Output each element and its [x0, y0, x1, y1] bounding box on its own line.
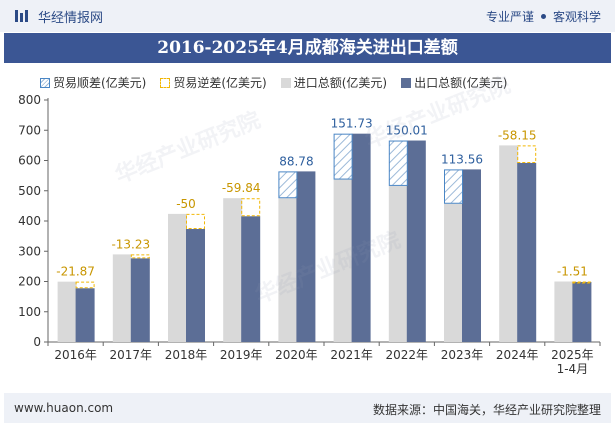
chart-legend: 贸易顺差(亿美元) 贸易逆差(亿美元) 进口总额(亿美元) 出口总额(亿美元) [40, 74, 522, 91]
legend-item-import: 进口总额(亿美元) [280, 74, 388, 91]
balance-label: 151.73 [331, 117, 373, 131]
y-tick-label: 800 [18, 93, 41, 107]
import-bar [57, 281, 77, 342]
deficit-box [75, 281, 95, 289]
export-bar [517, 162, 537, 342]
x-tick-label: 2018年 [165, 348, 208, 362]
balance-label: 113.56 [441, 152, 483, 166]
export-bar [351, 133, 371, 342]
y-tick-label: 500 [18, 184, 41, 198]
export-bar [572, 281, 592, 342]
brand: 华经情报网 [14, 8, 104, 26]
export-bar [130, 258, 150, 342]
balance-label: -21.87 [56, 265, 95, 279]
x-tick-label: 2020年 [275, 348, 318, 362]
export-bar [75, 288, 95, 342]
y-tick-label: 400 [18, 214, 41, 228]
footer-url: www.huaon.com [14, 401, 114, 415]
legend-export-swatch-icon [401, 77, 412, 88]
balance-label: -59.84 [222, 181, 261, 195]
x-tick-label: 2016年 [54, 348, 97, 362]
x-tick-label: 2025年 [551, 348, 594, 362]
x-tick-label: 2019年 [220, 348, 263, 362]
legend-export-label: 出口总额(亿美元) [414, 76, 508, 90]
import-bar [333, 179, 353, 342]
brand-name: 华经情报网 [38, 10, 104, 26]
footer-source: 数据来源：中国海关，华经产业研究院整理 [372, 403, 601, 417]
legend-item-deficit: 贸易逆差(亿美元) [160, 74, 267, 91]
top-banner: 华经情报网 专业严谨 客观科学 [0, 0, 615, 32]
deficit-box [241, 198, 261, 217]
import-bar [168, 213, 187, 342]
legend-deficit-swatch-icon [160, 77, 171, 88]
legend-import-swatch-icon [280, 77, 291, 88]
import-bar [444, 203, 463, 342]
tagline-dot-icon [540, 14, 546, 19]
balance-label: 88.78 [279, 154, 313, 168]
x-tick-label: 2024年 [496, 348, 539, 362]
surplus-box [388, 140, 408, 186]
legend-deficit-label: 贸易逆差(亿美元) [173, 76, 267, 90]
x-tick-label: 1-4月 [557, 362, 589, 376]
balance-label: -50 [176, 197, 196, 211]
import-bar [499, 145, 519, 342]
import-bar [554, 281, 574, 342]
balance-label: 150.01 [386, 124, 428, 138]
y-tick-label: 200 [18, 275, 41, 289]
deficit-box [517, 145, 537, 163]
balance-label: -13.23 [111, 237, 150, 251]
import-bar [223, 198, 243, 342]
surplus-box [278, 171, 298, 199]
x-tick-label: 2017年 [110, 348, 153, 362]
export-bar [241, 216, 261, 342]
import-bar [112, 254, 132, 342]
y-tick-label: 700 [18, 123, 41, 137]
deficit-box [186, 213, 205, 230]
y-tick-label: 0 [33, 335, 41, 349]
balance-label: -58.15 [498, 128, 537, 142]
legend-surplus-swatch-icon [40, 77, 50, 88]
export-bar [186, 229, 205, 342]
legend-item-surplus: 贸易顺差(亿美元) [40, 74, 146, 91]
deficit-box [130, 254, 150, 259]
y-tick-label: 600 [18, 154, 41, 168]
x-tick-label: 2023年 [441, 348, 484, 362]
export-bar [462, 169, 481, 342]
chart-title: 2016-2025年4月成都海关进出口差额 [4, 33, 611, 63]
balance-label: -1.51 [557, 265, 588, 279]
surplus-box [444, 169, 463, 204]
tagline: 专业严谨 客观科学 [486, 8, 601, 25]
y-tick-label: 300 [18, 244, 41, 258]
y-tick-label: 100 [18, 305, 41, 319]
legend-surplus-label: 贸易顺差(亿美元) [53, 76, 147, 90]
import-bar [278, 198, 298, 342]
tagline-right: 客观科学 [552, 10, 601, 24]
footer: www.huaon.com 数据来源：中国海关，华经产业研究院整理 [4, 393, 611, 423]
import-bar [388, 185, 408, 342]
x-tick-label: 2022年 [386, 348, 429, 362]
x-tick-label: 2021年 [330, 348, 373, 362]
surplus-box [333, 133, 353, 180]
export-bar [296, 171, 316, 342]
legend-import-label: 进口总额(亿美元) [293, 76, 388, 90]
tagline-left: 专业严谨 [485, 10, 534, 24]
legend-item-export: 出口总额(亿美元) [401, 74, 508, 91]
deficit-box [572, 281, 592, 284]
brand-logo-icon [15, 10, 28, 22]
export-bar [406, 140, 426, 342]
